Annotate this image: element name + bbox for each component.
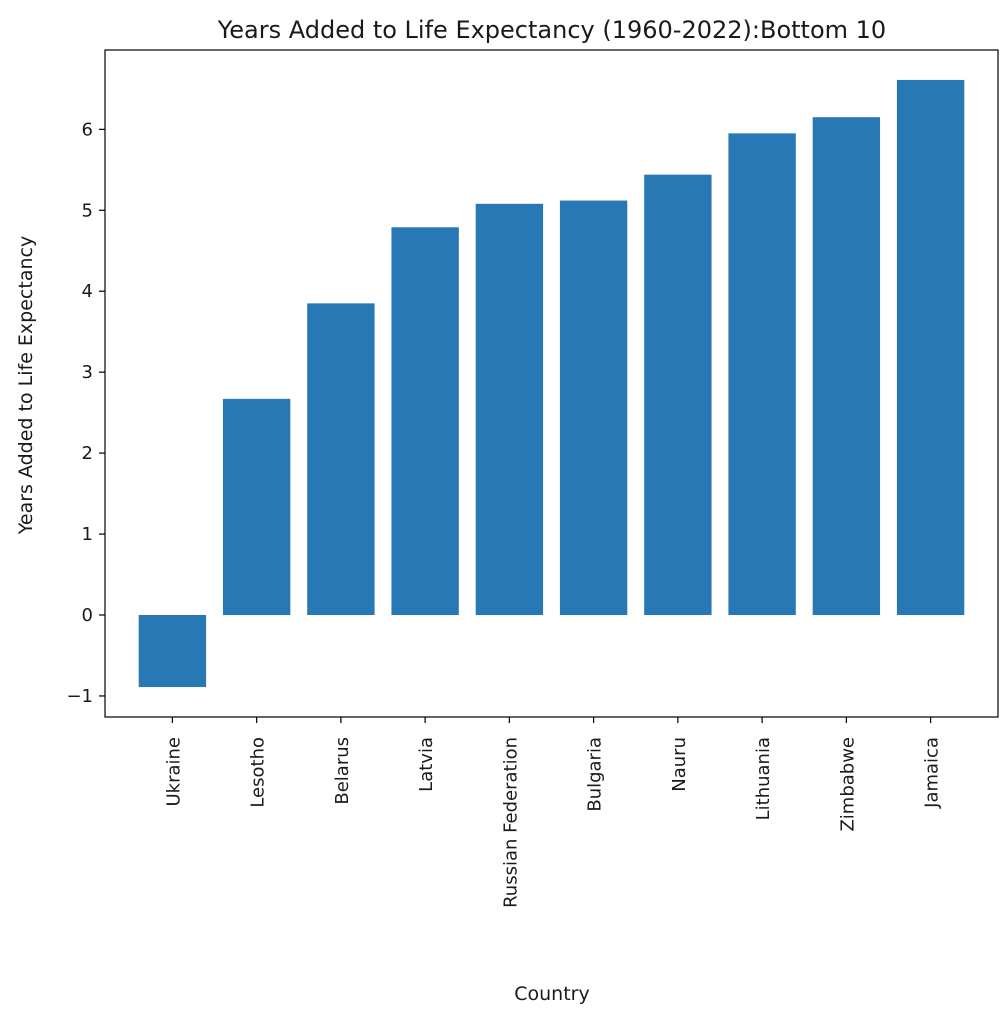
y-tick-label: 3 bbox=[82, 362, 93, 383]
x-tick-label: Bulgaria bbox=[585, 737, 606, 812]
y-tick-label: 2 bbox=[82, 443, 93, 464]
y-tick-label: 0 bbox=[82, 605, 93, 626]
y-tick-label: 5 bbox=[82, 200, 93, 221]
bar bbox=[812, 117, 881, 616]
bar bbox=[138, 615, 207, 688]
bar bbox=[222, 398, 291, 616]
bar bbox=[559, 200, 628, 616]
x-tick-label: Nauru bbox=[669, 737, 690, 792]
x-axis-label: Country bbox=[514, 983, 589, 1005]
x-tick-label: Latvia bbox=[416, 737, 437, 792]
bar bbox=[391, 227, 459, 616]
x-tick-label: Belarus bbox=[332, 737, 353, 805]
bar bbox=[644, 174, 712, 616]
x-tick-label: Zimbabwe bbox=[837, 737, 858, 832]
x-tick-label: Lesotho bbox=[248, 737, 269, 808]
bar bbox=[475, 203, 544, 616]
y-axis-label: Years Added to Life Expectancy bbox=[15, 236, 37, 535]
y-tick-label: 1 bbox=[82, 524, 93, 545]
x-tick-label: Lithuania bbox=[753, 737, 774, 820]
y-tick-label: −1 bbox=[66, 686, 93, 707]
y-tick-label: 6 bbox=[82, 119, 93, 140]
x-tick-label: Jamaica bbox=[922, 737, 943, 809]
chart-title: Years Added to Life Expectancy (1960-202… bbox=[217, 16, 886, 44]
bar bbox=[307, 303, 375, 616]
x-tick-label: Ukraine bbox=[163, 737, 184, 807]
y-tick-label: 4 bbox=[82, 281, 93, 302]
bar bbox=[896, 79, 965, 616]
plot-area: −1 0 1 2 3 4 5 6 Ukraine Lesotho Belarus Latvia Russ… bbox=[66, 49, 999, 908]
axes-frame bbox=[104, 49, 999, 718]
bar bbox=[728, 133, 796, 616]
x-tick-label: Russian Federation bbox=[500, 737, 521, 908]
